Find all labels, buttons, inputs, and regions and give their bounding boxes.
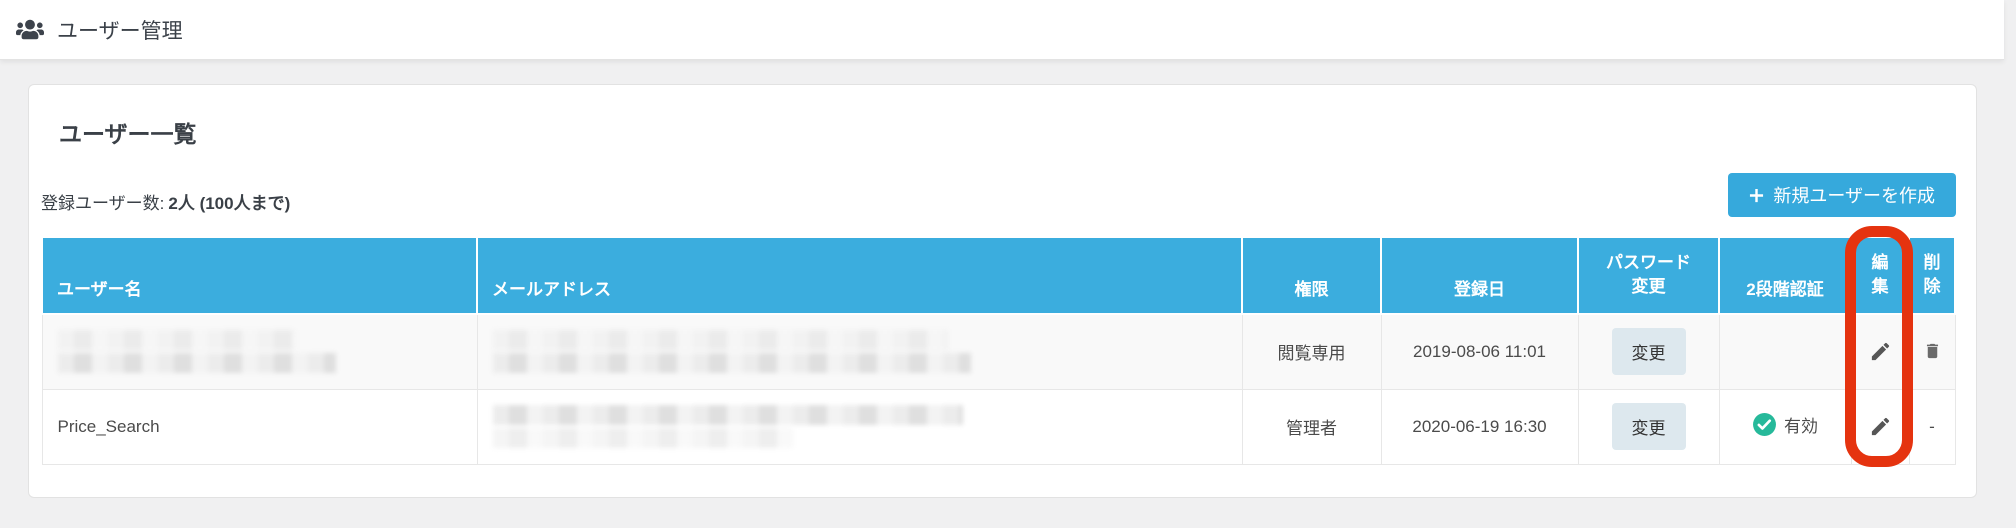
header-password-change: パスワード変更 (1577, 238, 1720, 315)
redacted-username (57, 330, 336, 374)
redacted-email (492, 330, 971, 374)
page-title: ユーザー管理 (57, 19, 183, 43)
cell-two-factor: 有効 (1718, 388, 1852, 465)
cell-email (476, 313, 1243, 390)
plus-icon (1749, 188, 1764, 203)
table-row: 閲覧専用 2019-08-06 11:01 変更 (41, 313, 1956, 390)
cell-password-change: 変更 (1577, 388, 1720, 465)
user-count-value: 2人 (100人まで) (168, 194, 291, 213)
header-registered: 登録日 (1380, 238, 1579, 315)
header-username: ユーザー名 (41, 238, 478, 315)
user-table-wrapper: ユーザー名 メールアドレス 権限 登録日 パスワード変更 2段階認証 編集 削除 (41, 238, 1956, 465)
user-list-card: ユーザー一覧 登録ユーザー数: 2人 (100人まで) 新規ユーザーを作成 ユーザ… (28, 84, 1977, 498)
user-table: ユーザー名 メールアドレス 権限 登録日 パスワード変更 2段階認証 編集 削除 (41, 238, 1956, 465)
cell-email (476, 388, 1243, 465)
check-circle-icon (1752, 412, 1777, 437)
cell-delete (1908, 313, 1956, 390)
pencil-icon (1869, 417, 1892, 441)
cell-delete: - (1908, 388, 1956, 465)
cell-registered: 2019-08-06 11:01 (1380, 313, 1579, 390)
cell-username (41, 313, 478, 390)
cell-password-change: 変更 (1577, 313, 1720, 390)
trash-icon (1923, 344, 1942, 365)
cell-username: Price_Search (41, 388, 478, 465)
cell-role: 管理者 (1241, 388, 1382, 465)
header-edit: 編集 (1850, 238, 1910, 315)
pencil-icon (1869, 342, 1892, 366)
change-password-button[interactable]: 変更 (1611, 403, 1686, 450)
table-row: Price_Search 管理者 2020-06-19 16:30 変更 (41, 388, 1956, 465)
header-two-factor: 2段階認証 (1718, 238, 1852, 315)
delete-user-button[interactable] (1917, 336, 1948, 366)
two-factor-status: 有効 (1752, 412, 1818, 437)
cell-edit (1850, 388, 1910, 465)
cell-role: 閲覧専用 (1241, 313, 1382, 390)
header-delete: 削除 (1908, 238, 1956, 315)
cell-two-factor (1718, 313, 1852, 390)
edit-user-button[interactable] (1863, 411, 1898, 442)
header-email: メールアドレス (476, 238, 1243, 315)
cell-registered: 2020-06-19 16:30 (1380, 388, 1579, 465)
user-count-label: 登録ユーザー数: (41, 194, 165, 213)
page-header: ユーザー管理 (0, 0, 2004, 60)
edit-user-button[interactable] (1863, 336, 1898, 367)
cell-edit (1850, 313, 1910, 390)
header-role: 権限 (1241, 238, 1382, 315)
change-password-button[interactable]: 変更 (1611, 328, 1686, 376)
redacted-email (492, 405, 963, 448)
table-header-row: ユーザー名 メールアドレス 権限 登録日 パスワード変更 2段階認証 編集 削除 (41, 238, 1956, 315)
two-factor-label: 有効 (1784, 416, 1818, 436)
users-icon (16, 18, 44, 41)
create-user-button-label: 新規ユーザーを作成 (1773, 186, 1935, 206)
card-title: ユーザー一覧 (59, 121, 197, 147)
registered-user-count: 登録ユーザー数: 2人 (100人まで) (41, 189, 290, 214)
create-user-button[interactable]: 新規ユーザーを作成 (1728, 173, 1956, 217)
